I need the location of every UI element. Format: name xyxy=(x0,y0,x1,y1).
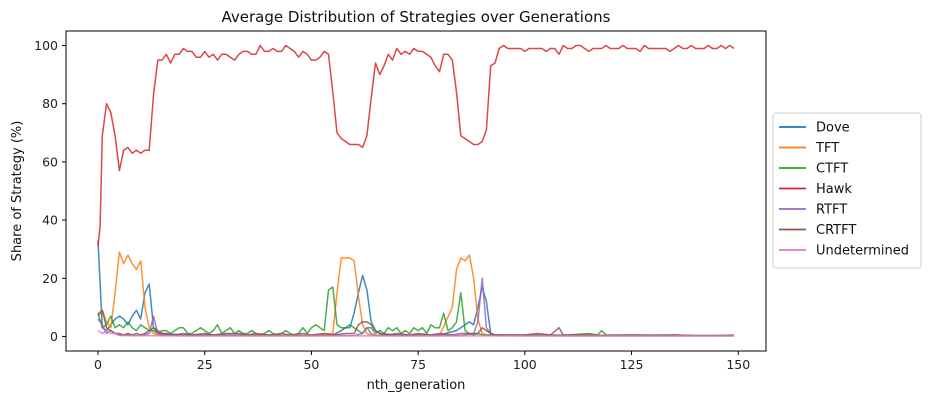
y-tick-label: 40 xyxy=(42,213,58,228)
x-tick-label: 50 xyxy=(303,357,319,372)
x-tick-label: 25 xyxy=(197,357,213,372)
series-line-hawk xyxy=(97,44,735,247)
y-tick-label: 0 xyxy=(50,329,58,344)
series-line-tft xyxy=(97,251,734,337)
x-axis-ticks: 0 25 50 75 100 125 150 xyxy=(94,351,750,372)
x-tick-label: 75 xyxy=(410,357,426,372)
legend: Dove TFT CTFT Hawk RTFT CRTFT Undetermined xyxy=(772,112,922,269)
legend-label-dove: Dove xyxy=(816,121,850,136)
x-tick-label: 125 xyxy=(620,357,644,372)
legend-label-undetermined: Undetermined xyxy=(816,244,909,259)
y-tick-label: 80 xyxy=(42,96,58,111)
series-line-crtft xyxy=(97,309,734,337)
y-tick-label: 60 xyxy=(42,154,58,169)
legend-label-tft: TFT xyxy=(815,141,839,156)
series-line-undetermined xyxy=(97,329,734,337)
plot-area: 0 25 50 75 100 125 150 0 20 40 60 80 100 xyxy=(34,30,767,372)
series-line-ctft xyxy=(97,286,735,337)
y-axis-ticks: 0 20 40 60 80 100 xyxy=(34,38,66,344)
chart-title: Average Distribution of Strategies over … xyxy=(222,8,611,26)
series-lines xyxy=(97,44,735,337)
legend-label-ctft: CTFT xyxy=(816,162,848,177)
legend-label-crtft: CRTFT xyxy=(816,223,856,238)
y-tick-label: 20 xyxy=(42,271,58,286)
legend-label-rtft: RTFT xyxy=(816,203,847,218)
legend-box xyxy=(772,112,922,269)
x-axis-label: nth_generation xyxy=(367,378,466,393)
x-tick-label: 0 xyxy=(94,357,102,372)
plot-frame xyxy=(65,30,767,352)
x-tick-label: 100 xyxy=(513,357,537,372)
legend-label-hawk: Hawk xyxy=(816,182,852,197)
x-tick-label: 150 xyxy=(726,357,750,372)
y-tick-label: 100 xyxy=(34,38,58,53)
y-axis-label: Share of Strategy (%) xyxy=(10,121,25,262)
